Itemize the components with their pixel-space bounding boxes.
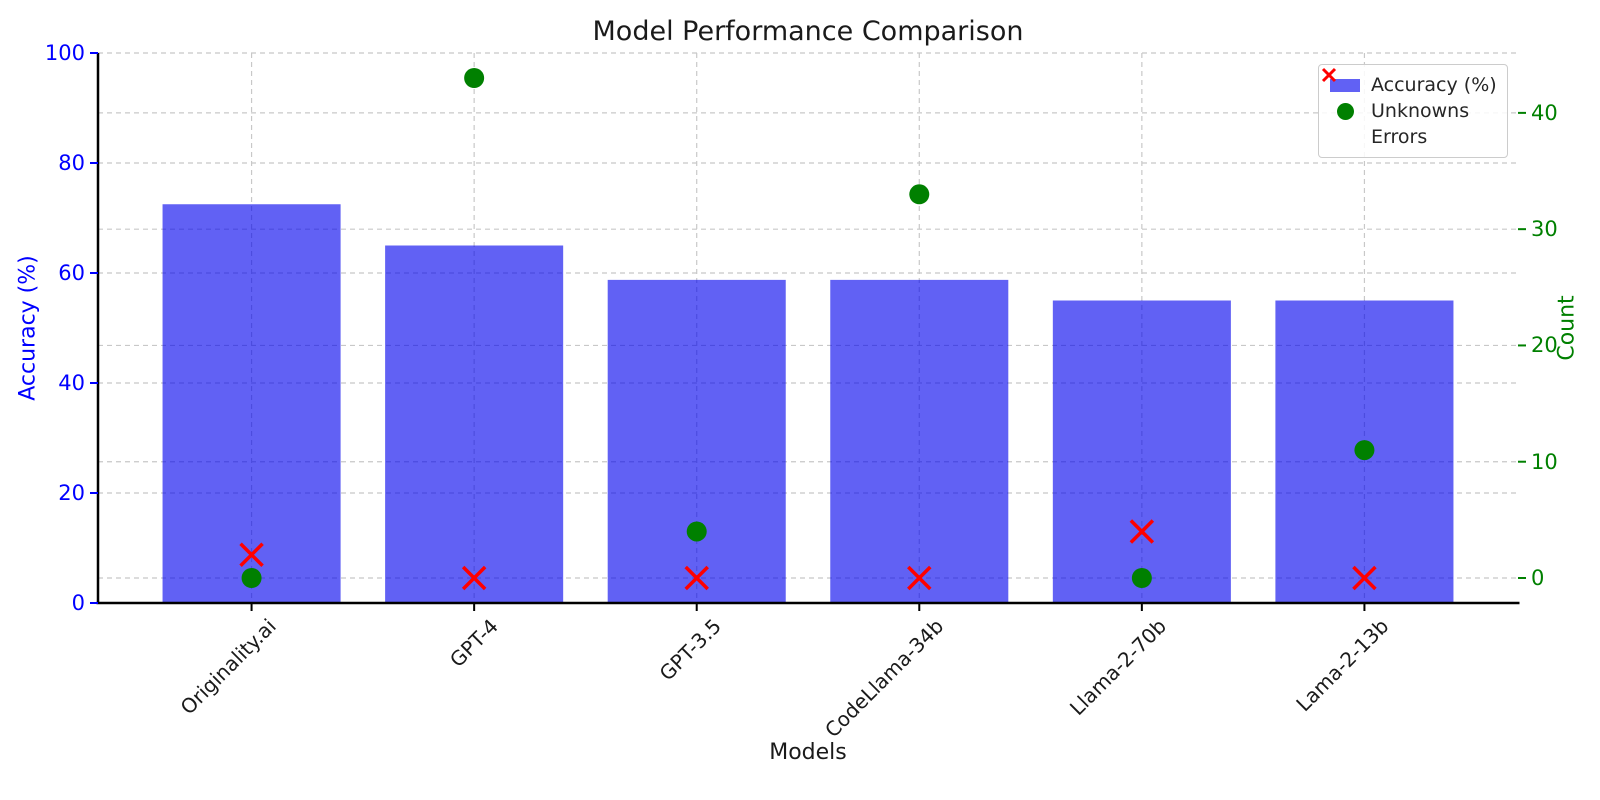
errors-marker-CodeLlama-34b [907,565,932,591]
bar-CodeLlama-34b [830,279,1009,603]
left-tick-label: 60 [58,261,85,285]
x-axis-label: Models [769,740,847,765]
legend-swatch-cell [1328,102,1362,120]
right-y-axis-label: Count [1554,295,1580,361]
legend-swatch-cell [1328,78,1362,92]
legend: Accuracy (%) Unknowns Errors [1318,64,1508,158]
errors-marker-Llama-2-70b [1129,519,1155,544]
bar-GPT-4 [385,245,564,603]
unknowns-marker-Originality.ai [241,568,262,588]
unknowns-marker-GPT-3.5 [686,521,707,542]
legend-label: Accuracy (%) [1371,74,1497,96]
unknowns-marker-CodeLlama-34b [909,184,930,205]
bar-Originality.ai [162,204,341,603]
right-tick-label: 10 [1531,449,1558,474]
bar-Llama-2-70b [1052,300,1231,603]
errors-marker-GPT-4 [461,565,487,591]
unknowns-marker-Lama-2-13b [1354,440,1375,461]
circle-marker-icon [1336,102,1354,120]
legend-label: Errors [1371,126,1428,148]
left-y-axis-label: Accuracy (%) [15,255,41,401]
unknowns-marker-GPT-4 [464,68,485,88]
errors-marker-GPT-3.5 [684,565,709,591]
legend-item-errors: Errors [1321,67,1497,150]
right-tick-label: 30 [1531,217,1558,242]
errors-marker-Lama-2-13b [1352,565,1377,591]
legend-label: Unknowns [1371,100,1470,122]
bar-GPT-3.5 [607,279,786,603]
left-tick-label: 20 [58,481,85,505]
left-tick-label: 100 [44,41,85,65]
right-tick-label: 40 [1531,100,1558,125]
legend-item-unknowns: Unknowns [1328,98,1497,124]
legend-item-accuracy: Accuracy (%) [1328,72,1497,98]
errors-marker-Originality.ai [239,542,264,567]
bar-swatch-icon [1330,78,1360,92]
left-tick-label: 80 [58,151,85,175]
left-tick-label: 40 [58,371,85,395]
chart-title: Model Performance Comparison [592,16,1024,47]
right-tick-label: 20 [1531,333,1558,358]
left-tick-label: 0 [71,591,85,615]
x-marker-icon [1321,67,1337,83]
unknowns-marker-Llama-2-70b [1131,568,1152,588]
right-tick-label: 0 [1531,566,1545,590]
